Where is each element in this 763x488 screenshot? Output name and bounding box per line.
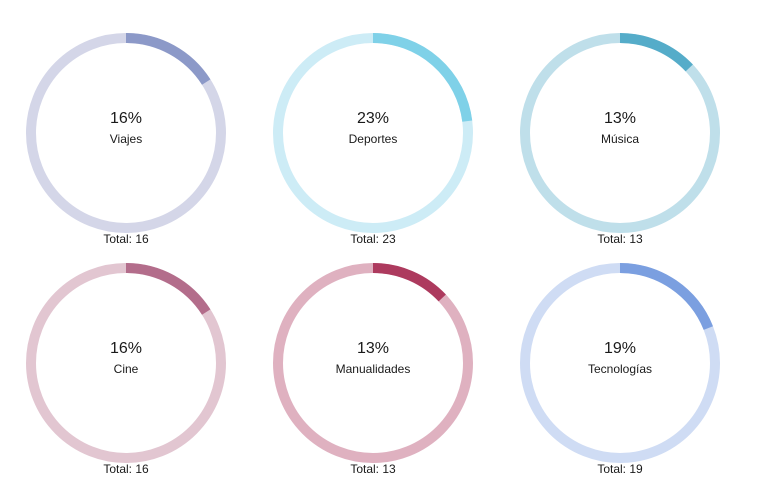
donut-chart-musica: 13% Música Total: 13 <box>515 28 725 258</box>
donut-chart-viajes: 16% Viajes Total: 16 <box>21 28 231 258</box>
total-label-tecnologias: Total: 19 <box>597 462 643 476</box>
donut-svg-cine <box>26 263 226 463</box>
donut-arc-deportes <box>372 33 473 122</box>
donut-chart-cine: 16% Cine Total: 16 <box>21 258 231 488</box>
donut-chart-grid: 16% Viajes Total: 16 23% Deportes Total:… <box>21 28 725 476</box>
percent-label-tecnologias: 19% <box>603 340 637 357</box>
total-label-cine: Total: 16 <box>103 462 149 476</box>
percent-label-deportes: 23% <box>356 110 390 127</box>
donut-chart-deportes: 23% Deportes Total: 23 <box>268 28 478 258</box>
percent-label-musica: 13% <box>603 110 637 127</box>
donut-arc-tecnologias <box>619 263 713 330</box>
category-label-manualidades: Manualidades <box>335 362 411 376</box>
percent-label-viajes: 16% <box>109 110 143 127</box>
donut-svg-manualidades <box>273 263 473 463</box>
donut-arc-cine <box>125 263 211 315</box>
donut-svg-musica <box>520 33 720 233</box>
category-label-deportes: Deportes <box>348 132 398 146</box>
total-label-musica: Total: 13 <box>597 232 643 246</box>
total-label-viajes: Total: 16 <box>103 232 149 246</box>
percent-label-manualidades: 13% <box>356 340 390 357</box>
total-label-manualidades: Total: 13 <box>350 462 396 476</box>
category-label-musica: Música <box>600 132 639 146</box>
donut-chart-manualidades: 13% Manualidades Total: 13 <box>268 258 478 488</box>
category-label-cine: Cine <box>113 362 139 376</box>
total-label-deportes: Total: 23 <box>350 232 396 246</box>
donut-arc-musica <box>619 33 693 72</box>
category-label-tecnologias: Tecnologías <box>587 362 653 376</box>
donut-svg-deportes <box>273 33 473 233</box>
category-label-viajes: Viajes <box>109 132 143 146</box>
percent-label-cine: 16% <box>109 340 143 357</box>
donut-svg-viajes <box>26 33 226 233</box>
donut-arc-viajes <box>125 33 211 85</box>
donut-chart-tecnologias: 19% Tecnologías Total: 19 <box>515 258 725 488</box>
donut-arc-manualidades <box>372 263 446 302</box>
donut-svg-tecnologias <box>520 263 720 463</box>
